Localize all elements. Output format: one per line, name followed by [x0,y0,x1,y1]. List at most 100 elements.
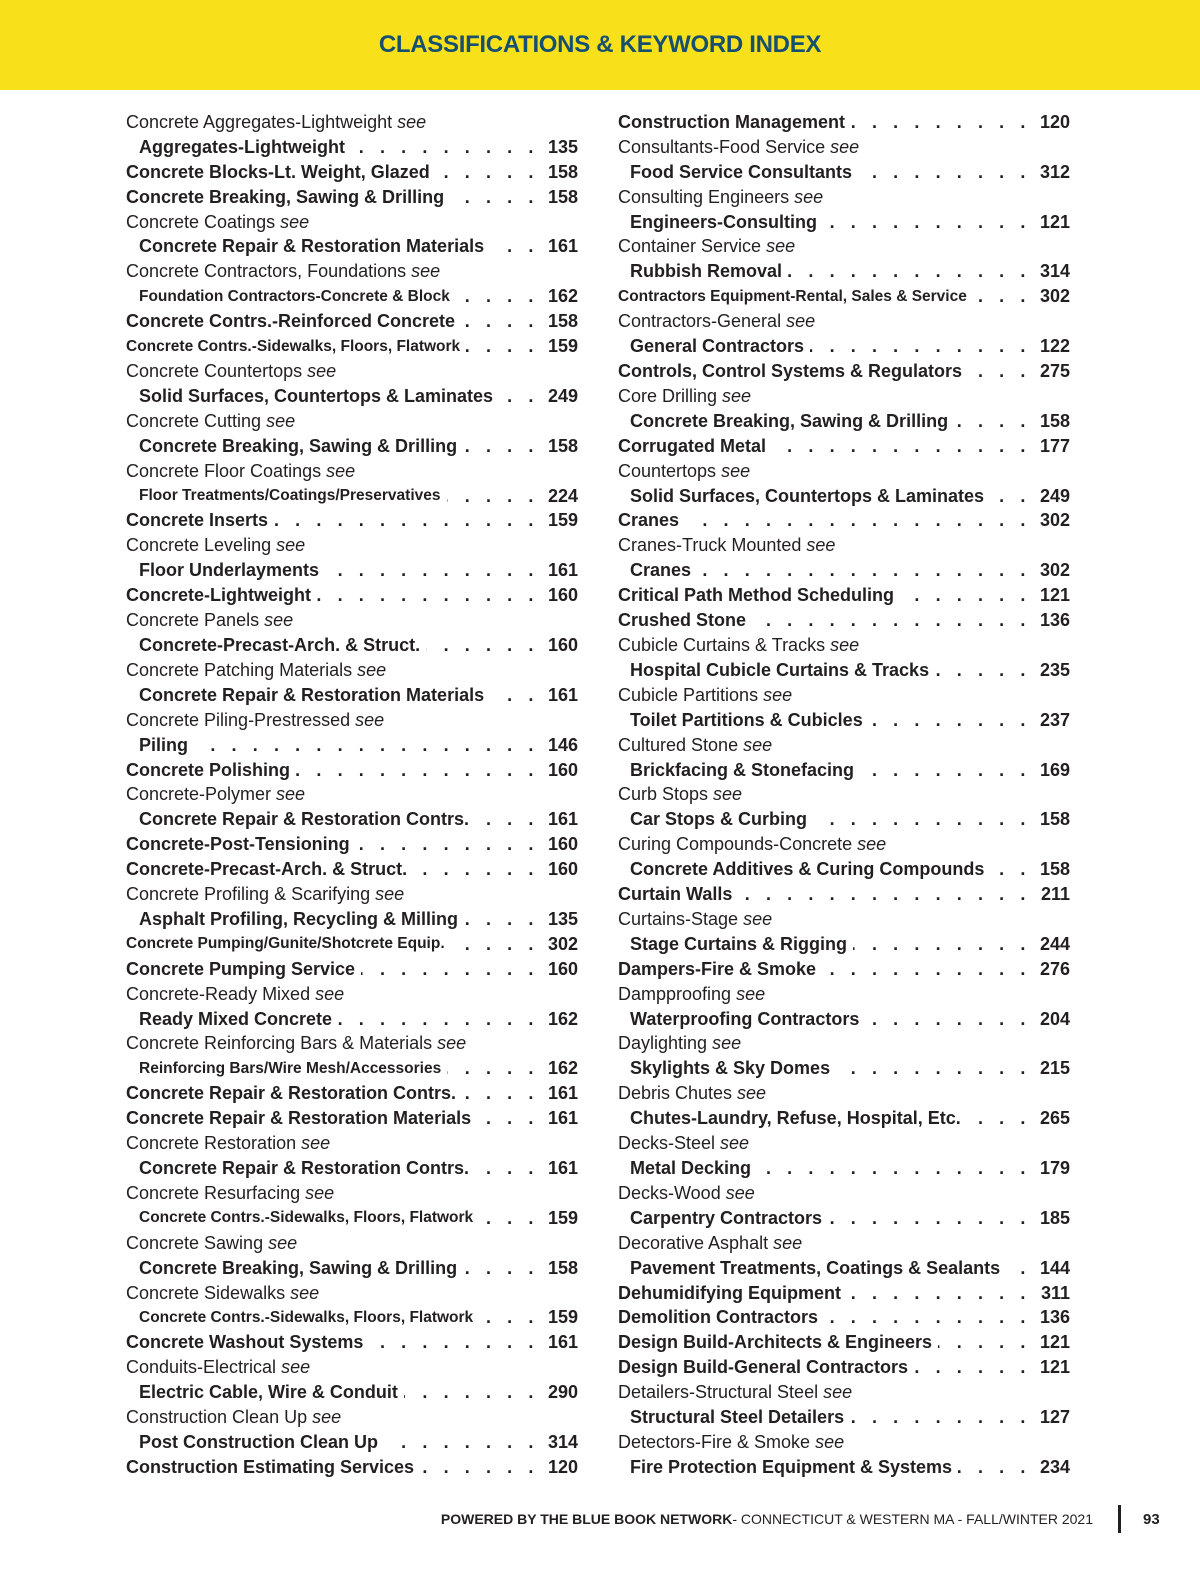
dot-leader [477,1108,539,1129]
entry-page-number: 159 [547,336,578,357]
entry-page-number: 290 [547,1382,578,1403]
index-entry: Concrete Polishing 160 [126,758,578,783]
dot-leader [865,1009,1031,1030]
index-entry-reference: Concrete Repair & Restoration Materials 1… [126,235,578,260]
entry-page-number: 162 [547,286,578,307]
entry-page-number: 144 [1039,1257,1070,1278]
entry-page-number: 160 [547,859,578,880]
entry-label: Concrete Breaking, Sawing & Drilling [139,435,458,456]
entry-label: Decks-Wood [618,1182,721,1203]
dot-leader [828,1208,1031,1229]
dot-leader [813,809,1031,830]
entry-label: Asphalt Profiling, Recycling & Milling [139,908,459,929]
see-keyword: see [266,410,296,431]
dot-leader [463,436,539,457]
entry-label: Decks-Steel [618,1133,716,1154]
index-entry-reference: Car Stops & Curbing 158 [618,807,1070,832]
index-entry-see: Concrete Leveling see [126,533,578,558]
entry-label: Concrete Countertops [126,361,303,382]
entry-page-number: 161 [547,560,578,581]
see-keyword: see [307,361,337,382]
index-entry-reference: Cranes 302 [618,558,1070,583]
dot-leader [461,311,539,332]
see-keyword: see [737,1083,767,1104]
index-entry-reference: Concrete Repair & Restoration Contrs. 161 [126,1156,578,1181]
dot-leader [490,236,539,257]
index-entry-reference: Aggregates-Lightweight 135 [126,135,578,160]
entry-label: Brickfacing & Stonefacing [630,759,855,780]
entry-label: Cranes [618,510,680,531]
index-entry-see: Decks-Steel see [618,1131,1070,1156]
index-entry-reference: Solid Surfaces, Countertops & Laminates 2… [618,484,1070,509]
dot-leader [369,1332,539,1353]
entry-label: Aggregates-Lightweight [139,136,345,157]
dot-leader [990,859,1031,880]
entry-label: Stage Curtains & Rigging [630,933,848,954]
dot-leader [958,1457,1031,1478]
entry-label: Post Construction Clean Up [139,1431,379,1452]
dot-leader [317,585,539,606]
entry-label: Chutes-Laundry, Refuse, Hospital, Etc. [630,1108,961,1129]
entry-label: Curb Stops [618,784,709,805]
dot-leader [697,560,1031,581]
entry-page-number: 122 [1039,336,1070,357]
index-entry-see: Detailers-Structural Steel see [618,1380,1070,1405]
index-entry-reference: Concrete Repair & Restoration Contrs. 161 [126,807,578,832]
index-entry: Concrete Pumping/Gunite/Shotcrete Equip.… [126,932,578,957]
entry-label: Concrete Leveling [126,535,272,556]
dot-leader [413,859,539,880]
index-entry-see: Concrete Patching Materials see [126,658,578,683]
dot-leader [384,1432,539,1453]
footer: POWERED BY THE BLUE BOOK NETWORK - CONNE… [441,1505,1121,1533]
page-number: 93 [1143,1511,1160,1528]
entry-page-number: 135 [547,908,578,929]
entry-label: Contractors Equipment-Rental, Sales & Se… [618,287,967,305]
dot-leader [772,436,1031,457]
entry-label: Concrete Repair & Restoration Contrs. [126,1083,457,1104]
see-keyword: see [312,1407,342,1428]
dot-leader [860,760,1031,781]
entry-label: Corrugated Metal [618,435,767,456]
dot-leader [850,1407,1031,1428]
entry-label: Car Stops & Curbing [630,809,808,830]
index-entry-see: Cranes-Truck Mounted see [618,533,1070,558]
entry-page-number: 159 [547,1207,578,1228]
entry-label: Concrete Floor Coatings [126,460,322,481]
index-entry-see: Construction Clean Up see [126,1405,578,1430]
dot-leader [462,1083,539,1104]
dot-leader [194,735,539,756]
entry-label: Concrete-Precast-Arch. & Struct. [126,859,408,880]
dot-leader [954,411,1031,432]
entry-page-number: 158 [547,435,578,456]
entry-label: Concrete Repair & Restoration Materials [126,1108,472,1129]
index-entry-reference: Concrete Breaking, Sawing & Drilling 158 [126,1256,578,1281]
index-entry-see: Detectors-Fire & Smoke see [618,1430,1070,1455]
entry-label: Curtain Walls [618,884,733,905]
entry-label: Toilet Partitions & Cubicles [630,709,863,730]
entry-label: Concrete Aggregates-Lightweight [126,111,393,132]
dot-leader [338,1009,539,1030]
see-keyword: see [743,734,773,755]
entry-page-number: 265 [1039,1108,1070,1129]
entry-page-number: 312 [1039,161,1070,182]
index-entry-see: Container Service see [618,235,1070,260]
dot-leader [436,162,539,183]
index-entry-reference: Floor Treatments/Coatings/Preservatives 2… [126,484,578,509]
dot-leader [274,510,539,531]
entry-label: Concrete-Post-Tensioning [126,834,350,855]
index-entry-see: Concrete Floor Coatings see [126,459,578,484]
dot-leader [361,959,539,980]
footer-divider [1118,1505,1121,1533]
entry-label: Skylights & Sky Domes [630,1058,831,1079]
dot-leader [738,884,1031,905]
dot-leader [475,809,539,830]
index-entry: Design Build-Architects & Engineers 121 [618,1330,1070,1355]
entry-page-number: 121 [1039,211,1070,232]
index-entry-see: Cubicle Partitions see [618,683,1070,708]
entry-label: Concrete Contrs.-Sidewalks, Floors, Flat… [126,337,461,355]
index-entry-reference: Hospital Cubicle Curtains & Tracks 235 [618,658,1070,683]
entry-page-number: 158 [1039,859,1070,880]
index-entry-reference: Pavement Treatments, Coatings & Sealants… [618,1256,1070,1281]
entry-label: Concrete Contrs.-Reinforced Concrete [126,311,456,332]
entry-page-number: 158 [547,311,578,332]
